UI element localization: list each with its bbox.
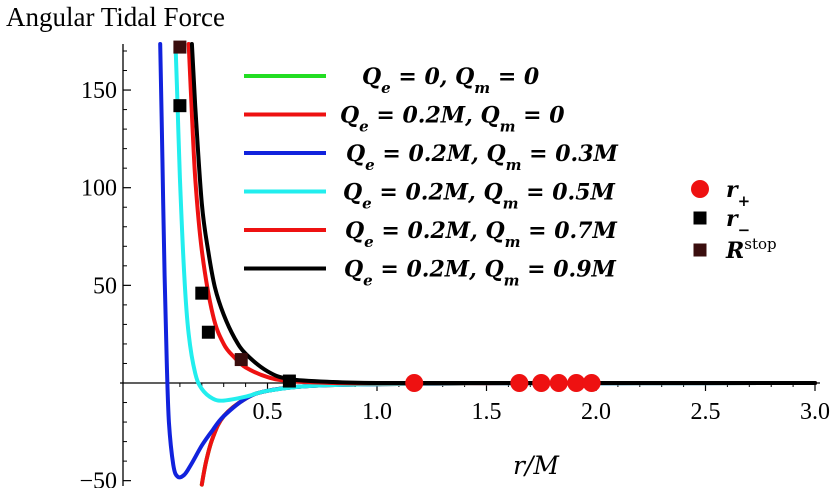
y-tick-label: 100 xyxy=(81,176,117,202)
x-tick-label: 2.5 xyxy=(691,399,721,425)
legend-label: Qe = 0.2M, Qm = 0.9M xyxy=(344,257,617,290)
legend-marker-swatch xyxy=(693,211,707,225)
y-tick-label: 150 xyxy=(81,78,117,104)
marker-point xyxy=(582,374,601,392)
marker-point xyxy=(282,374,296,388)
x-axis-label: r/M xyxy=(513,451,560,480)
chart-title: Angular Tidal Force xyxy=(6,2,225,32)
series-line xyxy=(199,381,817,487)
legend-marker-swatch xyxy=(693,243,707,257)
marker-point xyxy=(234,353,248,367)
legend-label: Qe = 0.2M, Qm = 0 xyxy=(340,103,565,136)
y-tick-label: 50 xyxy=(93,273,117,299)
x-tick-label: 0.5 xyxy=(253,399,283,425)
marker-point xyxy=(405,374,424,392)
marker-point xyxy=(510,374,529,392)
markers-group xyxy=(173,40,601,392)
series-line xyxy=(199,381,817,487)
marker-point xyxy=(195,286,209,300)
y-tick-label: −50 xyxy=(79,469,117,488)
legend-label: Qe = 0.2M, Qm = 0.5M xyxy=(343,180,616,213)
legend-label: Qe = 0.2M, Qm = 0.7M xyxy=(345,218,618,251)
legend-marker-label: r− xyxy=(726,206,750,239)
x-tick-label: 1.5 xyxy=(472,399,502,425)
axes: 0.5 1.0 1.5 2.0 2.5 3.0 −50 50 100 150 xyxy=(79,44,830,488)
x-tick-label: 2.0 xyxy=(581,399,611,425)
marker-point xyxy=(173,99,187,113)
marker-point xyxy=(567,374,586,392)
legend-marker-swatch xyxy=(691,180,709,198)
legend-label: Qe = 0, Qm = 0 xyxy=(362,64,540,97)
marker-point xyxy=(201,325,215,339)
marker-point xyxy=(173,40,187,54)
x-tick-label: 1.0 xyxy=(362,399,392,425)
legend-marker-label: r+ xyxy=(726,177,750,210)
x-tick-label: 3.0 xyxy=(800,399,830,425)
marker-point xyxy=(532,374,551,392)
series-line xyxy=(186,42,817,386)
series-line xyxy=(189,42,817,386)
legend-marker-label: Rstop xyxy=(725,235,777,264)
marker-point xyxy=(549,374,568,392)
legend-label: Qe = 0.2M, Qm = 0.3M xyxy=(346,141,619,174)
legend: Qe = 0, Qm = 0 Qe = 0.2M, Qm = 0 Qe = 0.2M… xyxy=(244,64,777,290)
